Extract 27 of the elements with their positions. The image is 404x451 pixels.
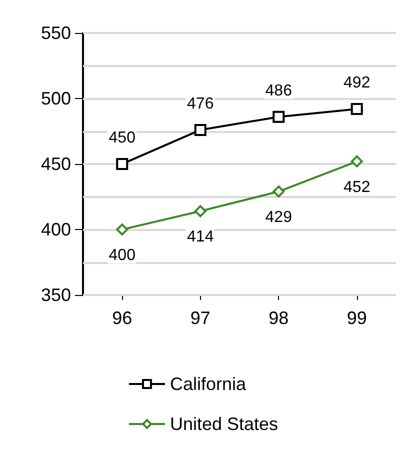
data-label: 452 [344,178,370,196]
data-label: 492 [344,74,370,92]
point [272,110,285,123]
legend-label: California [170,374,248,394]
y-tick-label: 500 [40,88,71,108]
data-label: 414 [187,228,214,246]
point [272,186,285,198]
data-label: 486 [265,82,292,100]
point [194,205,206,218]
x-tick-label: 96 [112,308,132,328]
point [116,158,128,170]
x-tick-label: 98 [268,308,289,328]
y-tick-label: 450 [40,154,71,174]
point [350,155,363,168]
y-tick-label: 400 [40,220,71,240]
data-label: 450 [108,130,136,146]
point [350,102,363,115]
legend-label: United States [170,414,278,434]
y-tick-label: 350 [40,285,71,305]
data-label: 429 [265,209,292,226]
data-label: 400 [108,247,136,264]
x-tick-label: 99 [346,308,367,328]
point [116,224,128,236]
y-tick-label: 550 [40,23,71,43]
data-label: 476 [187,95,214,112]
x-tick-label: 97 [190,308,210,328]
point [194,124,206,136]
